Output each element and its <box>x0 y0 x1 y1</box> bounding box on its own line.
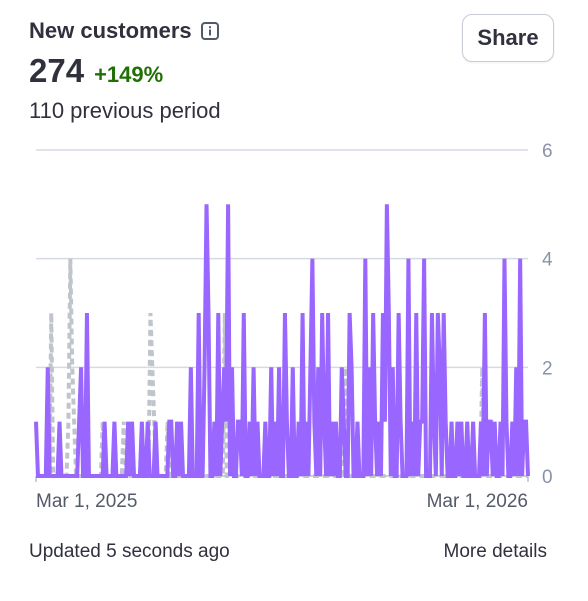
share-button[interactable]: Share <box>462 14 554 62</box>
y-tick-label: 0 <box>542 467 553 488</box>
x-tick-label: Mar 1, 2026 <box>427 491 528 512</box>
card-header: New customers <box>29 18 220 44</box>
y-tick-label: 4 <box>542 250 553 271</box>
previous-period-text: 110 previous period <box>29 98 221 123</box>
x-tick-label: Mar 1, 2025 <box>36 491 137 512</box>
info-icon-graphic <box>200 22 219 40</box>
card-title: New customers <box>29 18 192 43</box>
series-current-period <box>34 204 530 478</box>
info-icon[interactable] <box>200 21 220 41</box>
updated-timestamp: Updated 5 seconds ago <box>29 541 230 562</box>
metric-value: 274 <box>29 52 85 89</box>
y-tick-label: 2 <box>542 358 553 379</box>
y-tick-label: 6 <box>542 141 553 162</box>
more-details-link[interactable]: More details <box>443 541 548 562</box>
metric-change-badge: +149% <box>94 62 164 87</box>
customers-chart[interactable]: 0 2 4 6 Mar 1, 2025 Mar 1, 2026 <box>0 130 588 520</box>
metric-row: 274 +149% <box>29 52 163 90</box>
